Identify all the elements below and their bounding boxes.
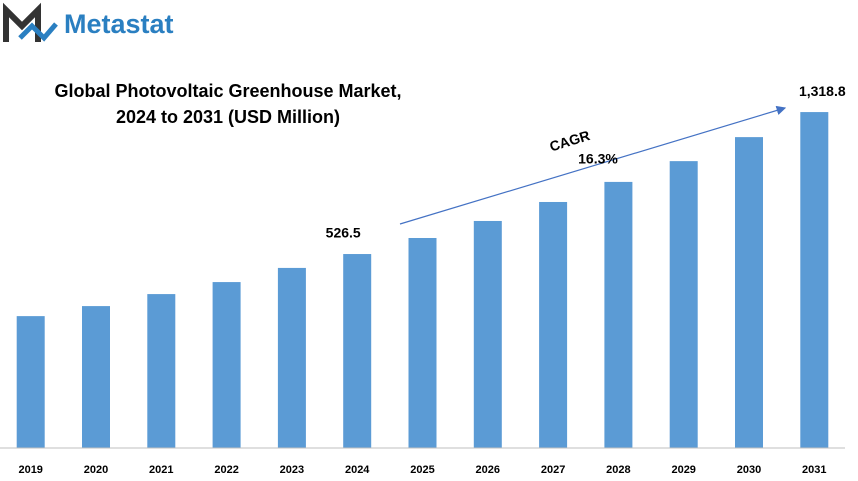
- x-tick-label: 2031: [802, 464, 826, 476]
- data-label: 1,318.8: [799, 83, 846, 99]
- x-tick-label: 2022: [214, 464, 238, 476]
- logo-icon: [3, 2, 58, 42]
- x-tick-label: 2027: [541, 464, 565, 476]
- bar: [735, 137, 763, 448]
- x-tick-label: 2024: [345, 464, 370, 476]
- annotation: 16.3%: [578, 151, 618, 167]
- x-tick-label: 2028: [606, 464, 630, 476]
- data-label: 526.5: [326, 225, 361, 241]
- cagr-arrow: [399, 105, 787, 225]
- x-tick-label: 2023: [280, 464, 304, 476]
- chart-title: Global Photovoltaic Greenhouse Market,: [54, 81, 401, 101]
- bar: [408, 237, 437, 448]
- bar: [16, 316, 45, 448]
- bar: [147, 294, 176, 448]
- bar: [604, 181, 633, 448]
- chart-title: 2024 to 2031 (USD Million): [116, 107, 340, 127]
- x-tick-label: 2021: [149, 464, 173, 476]
- x-tick-label: 2020: [84, 464, 108, 476]
- bar: [473, 220, 502, 448]
- logo-text: Metastat: [64, 9, 174, 39]
- x-tick-label: 2030: [737, 464, 761, 476]
- bar: [82, 306, 110, 448]
- bar: [343, 254, 372, 448]
- bar: [277, 267, 306, 448]
- bar: [800, 112, 829, 449]
- x-tick-label: 2026: [476, 464, 500, 476]
- bar: [669, 161, 698, 448]
- bar: [212, 282, 241, 448]
- x-tick-label: 2029: [671, 464, 695, 476]
- x-tick-label: 2019: [18, 464, 42, 476]
- bar: [539, 201, 568, 448]
- x-tick-label: 2025: [410, 464, 434, 476]
